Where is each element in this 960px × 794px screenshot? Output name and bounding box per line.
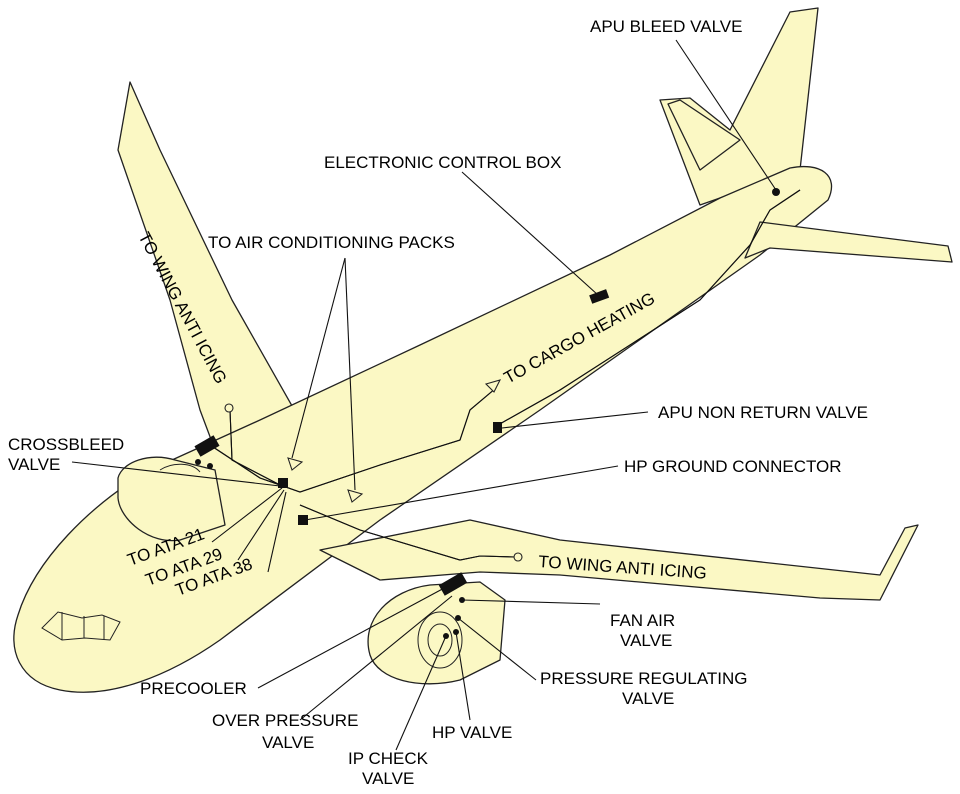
leader-precooler bbox=[257, 585, 449, 689]
leader-ata21 bbox=[211, 487, 283, 543]
left-horizontal-stabilizer bbox=[667, 99, 741, 171]
leader-apu-nrv bbox=[501, 411, 649, 429]
label-apu-non-return-valve: APU NON RETURN VALVE bbox=[658, 403, 868, 422]
label-hp-ground-connector: HP GROUND CONNECTOR bbox=[624, 457, 842, 476]
fuselage bbox=[13, 165, 833, 693]
leader-ip-check bbox=[395, 635, 447, 751]
leader-apu-bleed bbox=[675, 39, 777, 191]
label-opv-line2: VALVE bbox=[262, 733, 314, 752]
label-crossbleed-line2: VALVE bbox=[8, 455, 60, 474]
hp-ground-connector bbox=[298, 515, 308, 525]
label-prv-line2: VALVE bbox=[622, 689, 674, 708]
leader-ata38 bbox=[267, 491, 287, 573]
label-crossbleed-line1: CROSSBLEED bbox=[8, 435, 124, 454]
left-wing bbox=[117, 81, 301, 451]
label-opv-line1: OVER PRESSURE bbox=[212, 711, 358, 730]
right-horizontal-stabilizer bbox=[744, 221, 953, 263]
label-prv-line1: PRESSURE REGULATING bbox=[540, 669, 748, 688]
cockpit-windows bbox=[41, 611, 121, 641]
right-wing bbox=[319, 519, 919, 601]
label-apu-bleed-valve: APU BLEED VALVE bbox=[590, 17, 742, 36]
label-to-air-conditioning-packs: TO AIR CONDITIONING PACKS bbox=[208, 233, 455, 252]
leader-prv bbox=[457, 617, 537, 681]
leader-opv bbox=[299, 595, 453, 721]
precooler bbox=[438, 572, 468, 596]
label-ip-check-line1: IP CHECK bbox=[348, 749, 429, 768]
label-precooler: PRECOOLER bbox=[140, 679, 247, 698]
leader-hp-ground bbox=[304, 465, 619, 521]
crossbleed-valve bbox=[278, 478, 288, 488]
electronic-control-box bbox=[589, 289, 610, 304]
leader-packs-2 bbox=[344, 257, 356, 491]
label-hp-valve: HP VALVE bbox=[432, 723, 512, 742]
left-engine bbox=[117, 456, 226, 542]
leader-hp-valve bbox=[455, 631, 471, 721]
apu-bleed-valve bbox=[772, 188, 780, 196]
leader-packs-1 bbox=[291, 257, 346, 459]
pack-arrow-2 bbox=[347, 489, 364, 503]
leader-crossbleed bbox=[71, 461, 281, 487]
label-electronic-control-box: ELECTRONIC CONTROL BOX bbox=[324, 153, 561, 172]
apu-non-return-valve bbox=[493, 422, 502, 433]
leader-ecb bbox=[461, 171, 599, 296]
label-fan-air-line2: VALVE bbox=[620, 631, 672, 650]
label-fan-air-line1: FAN AIR bbox=[610, 611, 675, 630]
left-engine-valves bbox=[194, 435, 220, 457]
leader-ata29 bbox=[237, 489, 285, 561]
right-engine bbox=[367, 581, 506, 685]
label-ip-check-line2: VALVE bbox=[362, 769, 414, 788]
pack-arrow-1 bbox=[287, 457, 304, 471]
leader-fan-air bbox=[461, 599, 601, 605]
cargo-arrow bbox=[484, 379, 502, 393]
